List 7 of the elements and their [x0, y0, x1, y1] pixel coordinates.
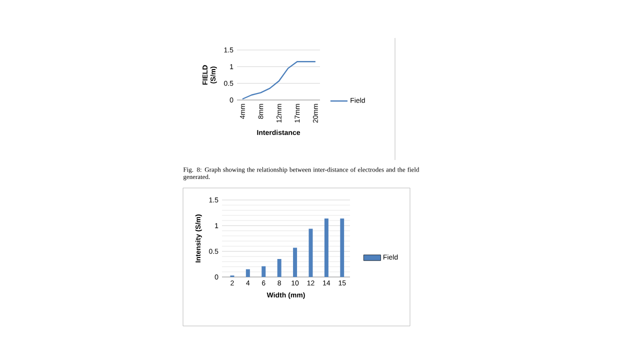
bar — [308, 228, 313, 277]
bar — [324, 218, 328, 277]
bar — [340, 218, 344, 277]
bar — [246, 269, 250, 277]
bar — [293, 248, 298, 277]
bar — [262, 266, 266, 277]
bar — [277, 259, 282, 277]
